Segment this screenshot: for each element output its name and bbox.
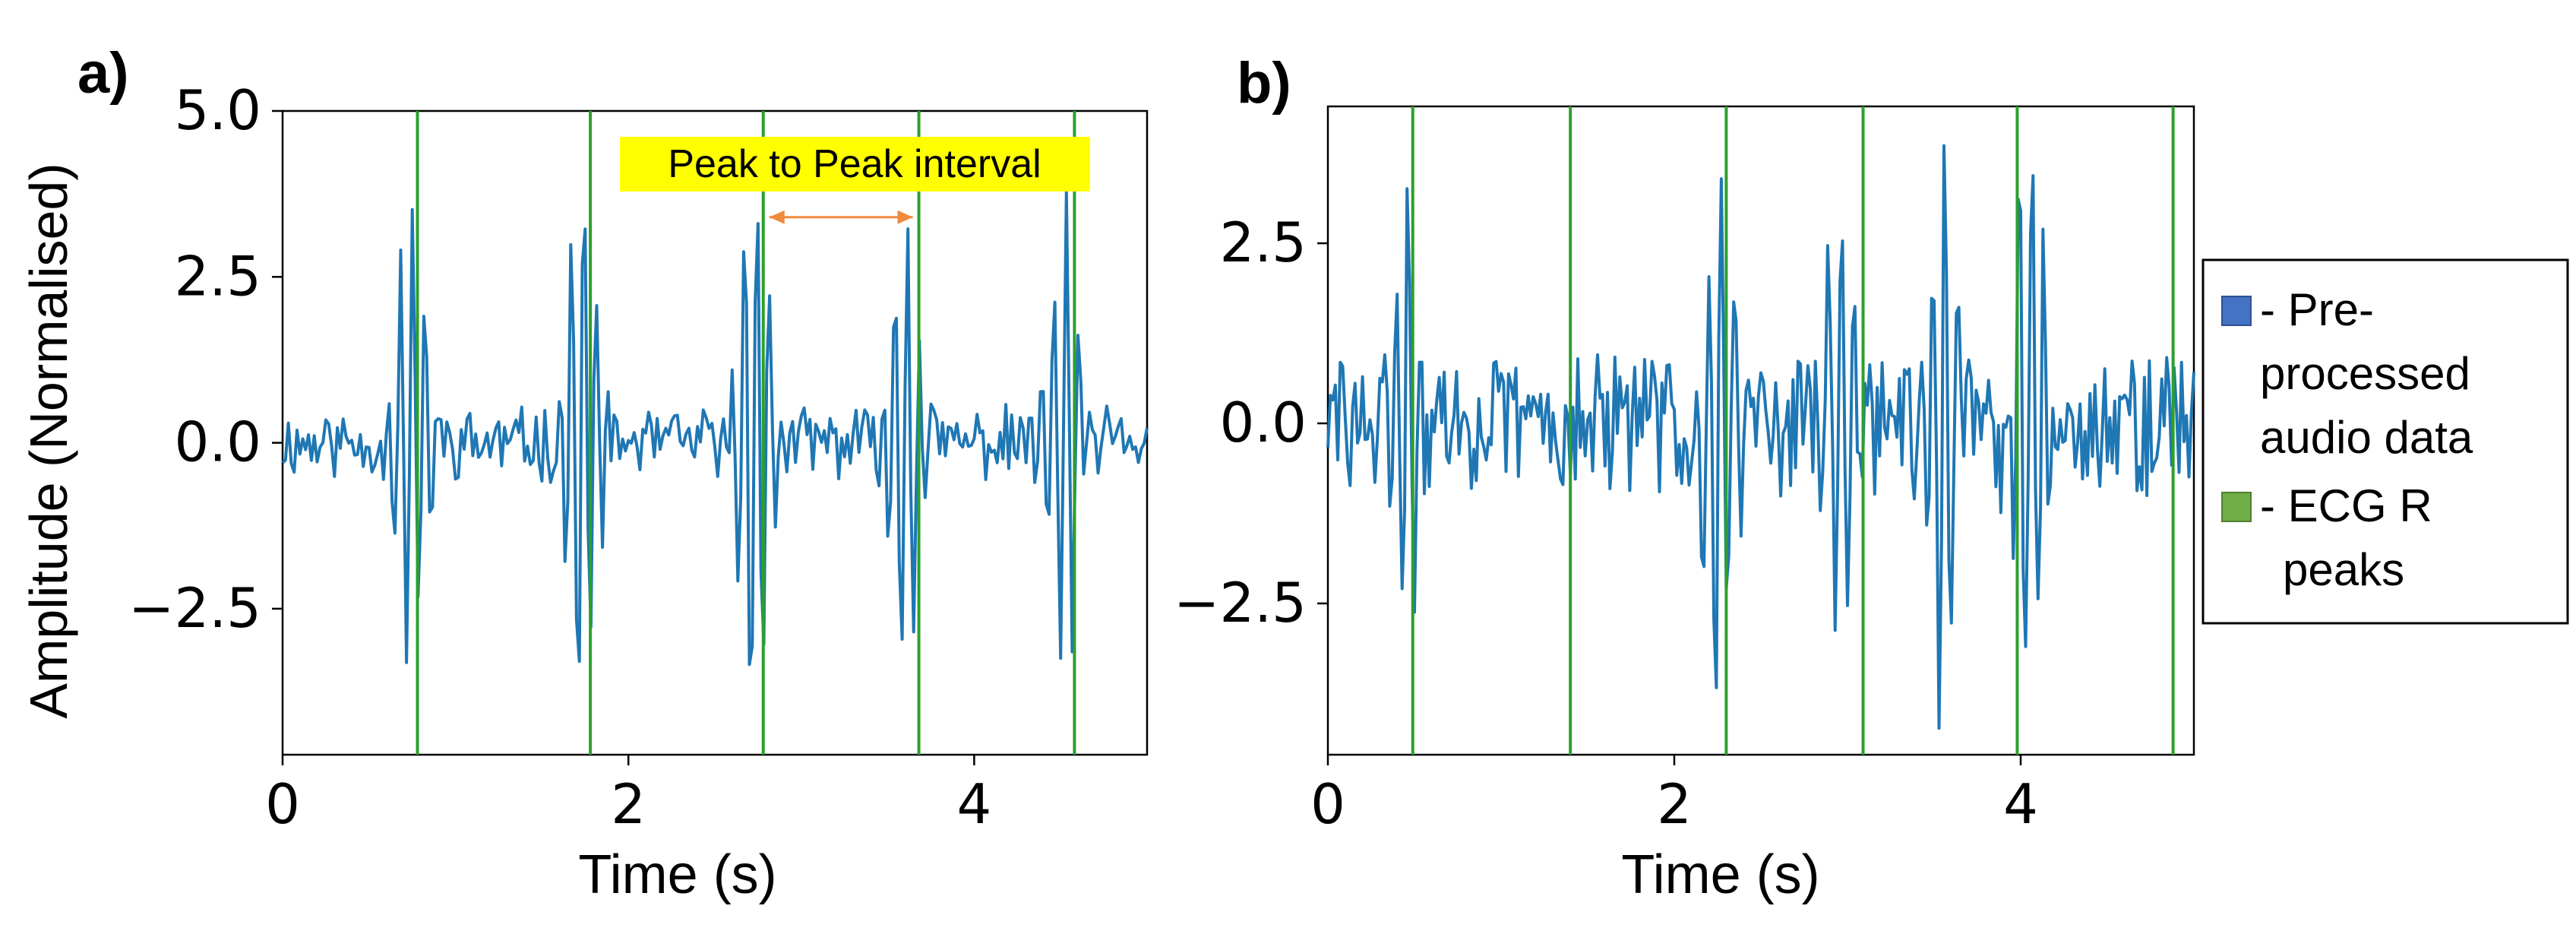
x-tick-label: 0 [1310,772,1345,836]
y-tick-label: −2.5 [128,576,261,640]
x-tick-label: 0 [265,772,300,836]
legend-entry-audio-line-3: audio data [2260,412,2473,463]
panel-a-label: a) [77,41,129,106]
annotation-arrow-head-left [769,210,785,224]
series-pre-processed-audio [281,190,1149,667]
y-tick-label: 2.5 [174,244,261,308]
y-tick-label: 2.5 [1219,211,1307,274]
panel-b-y-ticks: 2.5 0.0 −2.5 [1174,211,1328,635]
panel-a-y-axis-label: Amplitude (Normalised) [19,163,78,718]
panel-a-x-ticks: 0 2 4 [265,755,991,836]
panel-b: b) 2.5 0.0 −2.5 0 2 4 Time (s) [1174,51,2195,905]
x-tick-label: 2 [611,772,646,836]
legend-entry-audio-line-1: - Pre- [2260,284,2374,335]
legend: - Pre- processed audio data - ECG R peak… [2201,258,2569,625]
x-tick-label: 2 [1657,772,1692,836]
panel-b-plot-area [1326,105,2195,756]
panel-b-x-ticks: 0 2 4 [1310,755,2038,836]
legend-entry-ecg-line-2: peaks [2283,544,2404,595]
annotation-text: Peak to Peak interval [668,142,1041,186]
legend-entry-ecg-line-1: - ECG R [2260,480,2432,531]
legend-entry-audio-line-2: processed [2260,348,2470,399]
y-tick-label: 0.0 [1219,391,1307,454]
legend-swatch-audio [2221,296,2252,326]
x-tick-label: 4 [2003,772,2038,836]
peak-to-peak-annotation: Peak to Peak interval [620,137,1090,224]
annotation-arrow-head-right [897,210,913,224]
panel-b-x-axis-label: Time (s) [1621,844,1819,905]
y-tick-label: 5.0 [174,78,261,142]
panel-a-y-ticks: 5.0 2.5 0.0 −2.5 [128,78,283,640]
panel-a: a) 5.0 2.5 0.0 −2.5 0 2 4 Amplitude (Normalis… [19,41,1149,905]
panel-a-axes-frame [281,109,1149,756]
y-tick-label: −2.5 [1174,571,1307,635]
legend-box [2201,258,2569,625]
annotation-highlight [620,137,1090,192]
legend-swatch-ecg [2221,492,2252,522]
panel-a-plot-area [281,109,1149,756]
x-tick-label: 4 [956,772,991,836]
y-tick-label: 0.0 [174,410,261,474]
series-pre-processed-audio [1326,144,2195,730]
panel-a-x-axis-label: Time (s) [578,844,776,905]
panel-b-label: b) [1237,51,1291,116]
